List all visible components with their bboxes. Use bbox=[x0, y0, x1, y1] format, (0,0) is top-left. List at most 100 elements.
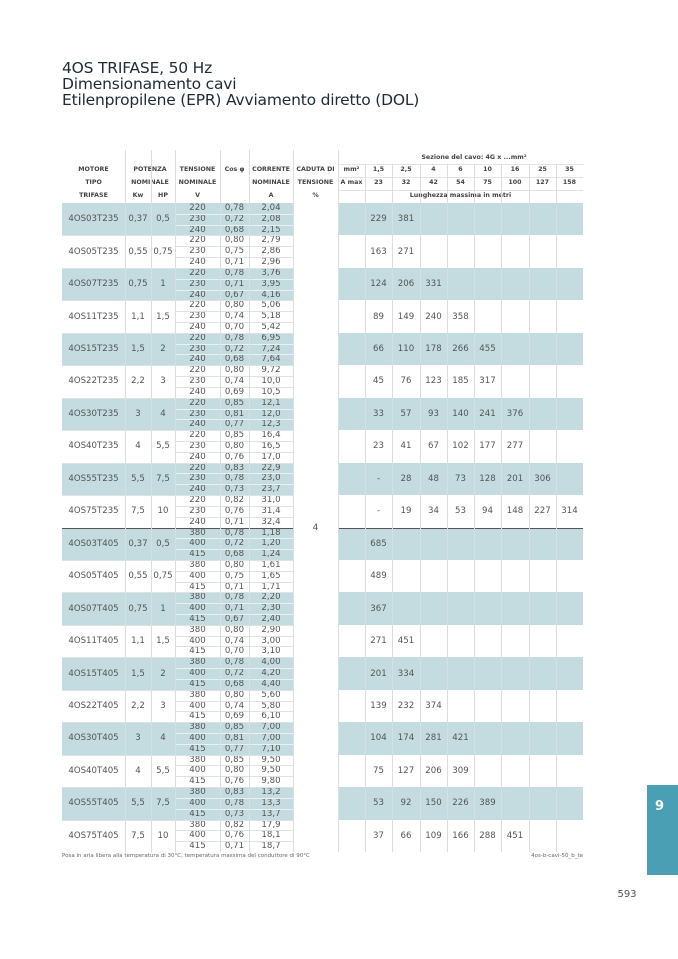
cos-phi: 0,71 bbox=[224, 603, 245, 614]
current: 6,10 bbox=[261, 711, 281, 722]
power-hp: 1,5 bbox=[156, 311, 170, 322]
current: 31,4 bbox=[261, 505, 281, 516]
motor-model: 4OS05T235 bbox=[68, 246, 119, 257]
column-divider bbox=[529, 164, 530, 852]
voltage: 240 bbox=[189, 289, 206, 300]
current: 4,16 bbox=[261, 289, 281, 300]
chapter-tab[interactable]: 9 bbox=[647, 785, 678, 875]
voltage: 240 bbox=[189, 257, 206, 268]
current: 1,18 bbox=[261, 527, 281, 538]
power-kw: 3 bbox=[135, 408, 141, 419]
voltage: 380 bbox=[189, 592, 206, 603]
power-kw: 1,5 bbox=[131, 344, 145, 355]
voltage: 240 bbox=[189, 419, 206, 430]
motor-model: 4OS07T235 bbox=[68, 279, 119, 290]
power-hp: 5,5 bbox=[156, 441, 170, 452]
power-hp: 1,5 bbox=[156, 636, 170, 647]
header-section: 6 bbox=[458, 166, 463, 173]
divider bbox=[338, 190, 583, 191]
column-divider bbox=[501, 164, 502, 852]
row-divider bbox=[62, 365, 293, 367]
voltage: 400 bbox=[189, 830, 206, 841]
voltage: 230 bbox=[189, 440, 206, 451]
current: 7,64 bbox=[261, 354, 281, 365]
cos-phi: 0,80 bbox=[224, 624, 245, 635]
cos-phi: 0,67 bbox=[224, 289, 245, 300]
voltage: 400 bbox=[189, 797, 206, 808]
max-length: 109 bbox=[425, 830, 442, 841]
row-divider bbox=[62, 235, 293, 237]
voltage: 230 bbox=[189, 311, 206, 322]
cos-phi: 0,80 bbox=[224, 559, 245, 570]
power-kw: 1,1 bbox=[131, 636, 145, 647]
row-shade bbox=[338, 722, 583, 755]
motor-model: 4OS40T235 bbox=[68, 441, 119, 452]
voltage: 380 bbox=[189, 689, 206, 700]
current: 3,76 bbox=[261, 267, 281, 278]
row-shade bbox=[62, 527, 293, 560]
subrow-divider bbox=[175, 668, 293, 670]
max-length: 66 bbox=[373, 344, 384, 355]
current: 10,5 bbox=[261, 386, 281, 397]
max-length: 37 bbox=[373, 830, 384, 841]
current: 9,50 bbox=[261, 754, 281, 765]
column-divider bbox=[175, 150, 176, 852]
row-divider bbox=[62, 689, 293, 691]
power-hp: 7,5 bbox=[156, 473, 170, 484]
subrow-divider bbox=[175, 570, 293, 572]
header-motore: TIPO bbox=[85, 179, 102, 186]
current: 9,50 bbox=[261, 765, 281, 776]
row-divider bbox=[62, 267, 293, 269]
max-length: 45 bbox=[373, 376, 384, 387]
header-section: 2,5 bbox=[400, 166, 412, 173]
current: 3,10 bbox=[261, 646, 281, 657]
current: 4,40 bbox=[261, 678, 281, 689]
cos-phi: 0,70 bbox=[224, 646, 245, 657]
power-kw: 7,5 bbox=[131, 830, 145, 841]
voltage: 415 bbox=[189, 646, 206, 657]
current: 3,95 bbox=[261, 278, 281, 289]
cos-phi: 0,80 bbox=[224, 300, 245, 311]
max-length: 94 bbox=[482, 506, 493, 517]
max-length: 309 bbox=[452, 765, 469, 776]
max-length: 455 bbox=[479, 344, 496, 355]
max-length: 150 bbox=[425, 798, 442, 809]
voltage: 220 bbox=[189, 235, 206, 246]
max-length: 271 bbox=[397, 246, 415, 257]
current: 7,00 bbox=[261, 733, 281, 744]
cos-phi: 0,68 bbox=[224, 224, 245, 235]
power-hp: 5,5 bbox=[156, 765, 170, 776]
cos-phi: 0,78 bbox=[224, 527, 245, 538]
row-shade bbox=[62, 787, 293, 820]
cos-phi: 0,75 bbox=[224, 246, 245, 257]
header-amax-value: 100 bbox=[508, 179, 522, 186]
max-length: 34 bbox=[428, 506, 439, 517]
power-kw: 7,5 bbox=[131, 506, 145, 517]
header-amax-value: 75 bbox=[483, 179, 492, 186]
header-section: 4 bbox=[431, 166, 436, 173]
voltage: 400 bbox=[189, 733, 206, 744]
max-length: 66 bbox=[400, 830, 412, 841]
power-kw: 3 bbox=[135, 733, 141, 744]
voltage: 415 bbox=[189, 841, 206, 852]
row-divider bbox=[338, 527, 583, 529]
divider bbox=[338, 177, 583, 178]
subrow-divider bbox=[175, 549, 293, 551]
max-length: 314 bbox=[561, 506, 578, 517]
power-hp: 1 bbox=[160, 279, 166, 290]
voltage: 220 bbox=[189, 203, 206, 213]
cos-phi: 0,72 bbox=[224, 538, 245, 549]
cos-phi: 0,85 bbox=[224, 754, 245, 765]
header-section: 35 bbox=[565, 166, 574, 173]
cos-phi: 0,78 bbox=[224, 203, 245, 213]
column-divider bbox=[556, 164, 557, 852]
cos-phi: 0,85 bbox=[224, 722, 245, 733]
power-hp: 10 bbox=[157, 830, 169, 841]
row-shade bbox=[338, 462, 583, 496]
subrow-divider bbox=[175, 765, 293, 767]
voltage: 415 bbox=[189, 743, 206, 754]
max-length: 306 bbox=[534, 473, 551, 484]
current: 9,80 bbox=[261, 776, 281, 787]
header-corrente: NOMINALE bbox=[252, 179, 290, 186]
current: 5,60 bbox=[261, 689, 281, 700]
